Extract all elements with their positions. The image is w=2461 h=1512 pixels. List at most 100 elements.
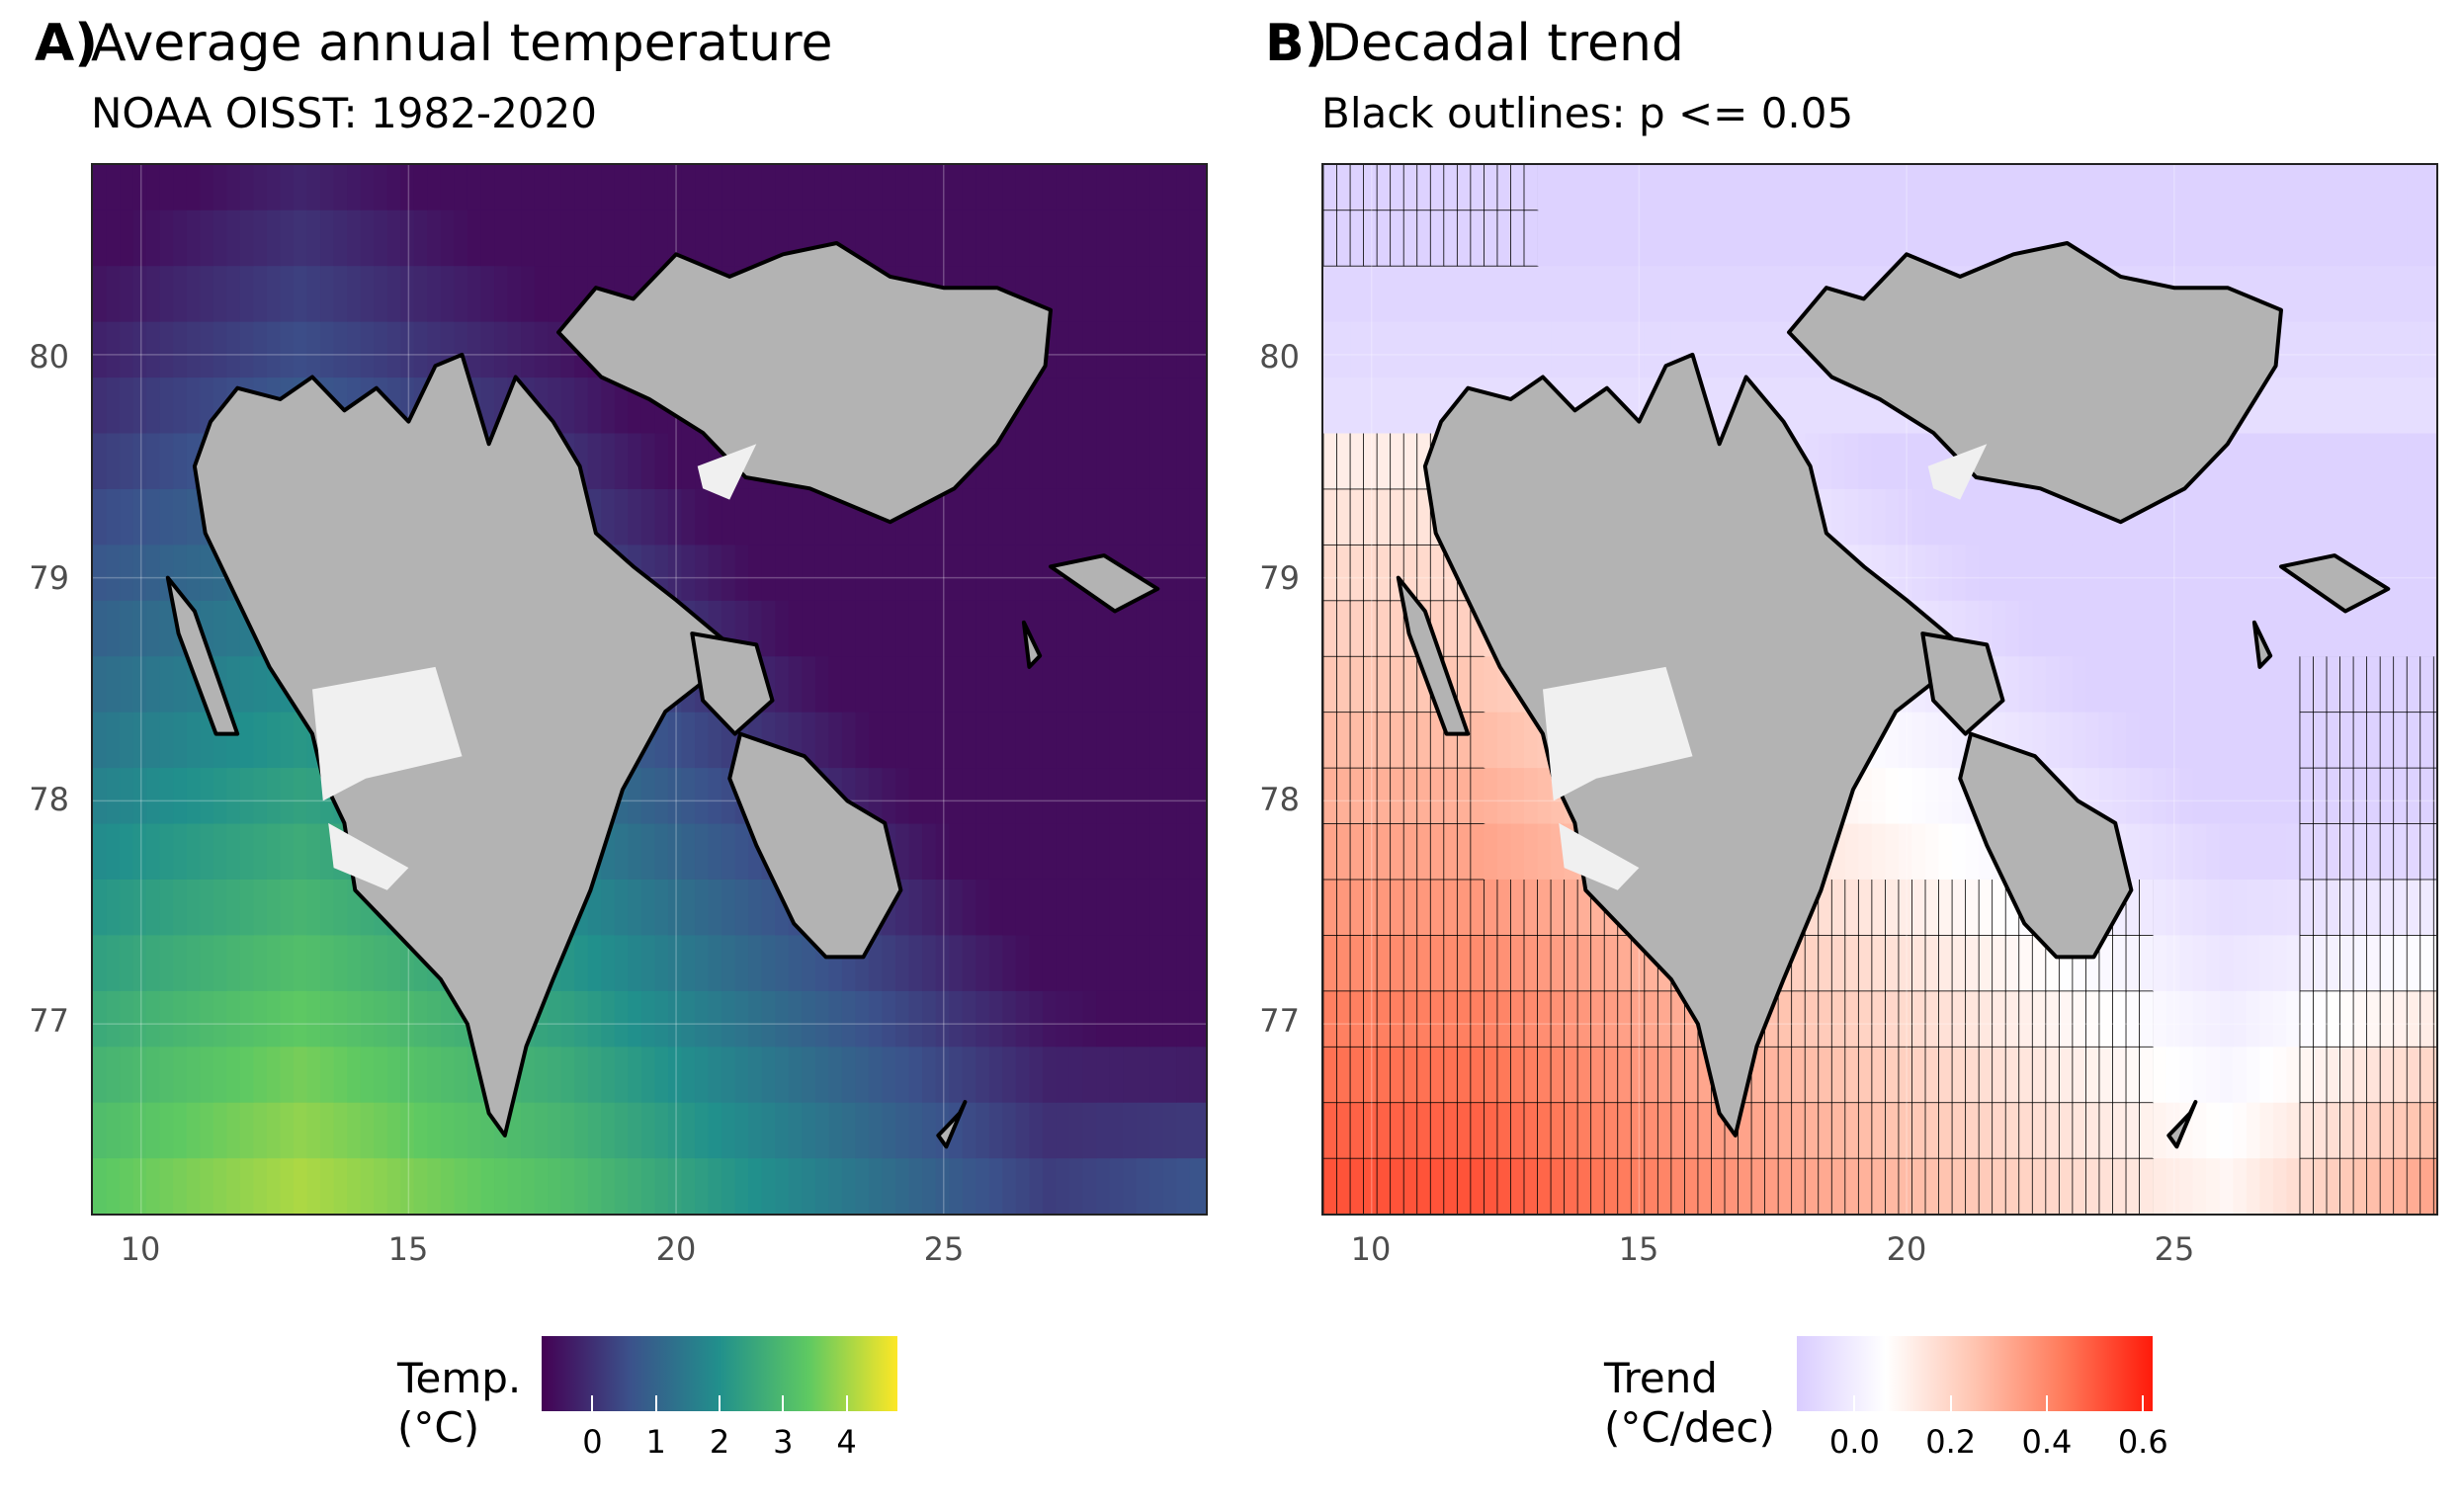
grid-cell <box>1577 210 1592 267</box>
grid-cell <box>1336 544 1352 602</box>
grid-cell <box>106 822 121 880</box>
grid-cell <box>2259 990 2274 1048</box>
grid-cell <box>306 265 321 322</box>
grid-cell <box>266 210 282 267</box>
grid-cell <box>2366 488 2381 546</box>
grid-cell <box>1925 822 1940 880</box>
grid-cell <box>1456 989 1472 1048</box>
grid-cell <box>2272 822 2288 880</box>
grid-cell <box>1162 1157 1177 1214</box>
grid-cell <box>2326 711 2341 769</box>
grid-cell <box>1617 165 1632 210</box>
grid-cell <box>814 488 829 546</box>
grid-cell <box>1510 878 1526 936</box>
grid-cell <box>159 1102 174 1159</box>
grid-cell <box>120 321 134 378</box>
grid-cell <box>654 488 669 546</box>
grid-cell <box>1176 165 1191 210</box>
grid-cell <box>548 1157 562 1214</box>
grid-cell <box>802 712 816 769</box>
grid-cell <box>1042 879 1058 936</box>
grid-cell <box>1470 321 1485 378</box>
grid-cell <box>413 165 428 210</box>
grid-cell <box>1363 711 1379 769</box>
grid-cell <box>654 990 669 1048</box>
grid-cell <box>320 879 335 936</box>
grid-cell <box>2432 1157 2436 1214</box>
grid-cell <box>2339 989 2355 1048</box>
grid-cell <box>186 488 201 546</box>
grid-cell <box>695 1046 710 1103</box>
grid-cell <box>106 321 121 378</box>
grid-cell <box>614 990 629 1048</box>
grid-cell <box>93 1157 108 1214</box>
grid-cell <box>1068 321 1084 378</box>
grid-cell <box>1002 712 1017 769</box>
grid-cell <box>386 321 401 378</box>
grid-cell <box>333 210 348 267</box>
grid-cell <box>494 210 509 267</box>
grid-cell <box>93 377 108 434</box>
grid-cell <box>681 767 696 824</box>
grid-cell <box>2393 600 2408 657</box>
grid-cell <box>1176 1102 1191 1159</box>
grid-cell <box>2112 655 2127 713</box>
grid-cell <box>2366 1157 2382 1214</box>
grid-cell <box>1376 822 1392 881</box>
grid-cell <box>2059 712 2074 769</box>
colorbar-tick <box>845 1395 848 1411</box>
grid-cell <box>1029 879 1044 936</box>
grid-cell <box>2139 767 2154 824</box>
grid-cell <box>2313 655 2329 714</box>
grid-cell <box>1136 712 1150 769</box>
grid-cell <box>467 1157 482 1214</box>
grid-cell <box>908 655 923 713</box>
grid-cell <box>132 1157 147 1214</box>
grid-cell <box>1576 989 1592 1048</box>
grid-cell <box>667 822 683 880</box>
grid-cell <box>734 1157 749 1214</box>
grid-cell <box>1496 1101 1512 1159</box>
grid-cell <box>640 1046 656 1103</box>
grid-cell <box>695 822 710 880</box>
grid-cell <box>1470 711 1485 769</box>
grid-cell <box>908 934 923 991</box>
grid-cell <box>1738 165 1752 210</box>
grid-cell <box>266 990 282 1048</box>
grid-cell <box>1149 165 1164 210</box>
grid-cell <box>106 934 121 991</box>
grid-cell <box>534 210 549 267</box>
grid-cell <box>1015 165 1030 210</box>
grid-cell <box>280 321 295 378</box>
grid-cell <box>748 1157 763 1214</box>
grid-cell <box>2286 432 2301 489</box>
grid-cell <box>186 265 201 322</box>
grid-cell <box>320 990 335 1048</box>
grid-cell <box>988 655 1003 713</box>
grid-cell <box>922 767 937 824</box>
grid-cell <box>2313 1101 2329 1159</box>
grid-cell <box>2206 210 2221 267</box>
grid-cell <box>640 488 656 546</box>
grid-cell <box>1416 1157 1432 1214</box>
grid-cell <box>1951 1046 1967 1104</box>
grid-cell <box>628 1102 642 1159</box>
grid-cell <box>212 822 227 880</box>
grid-cell <box>1056 767 1070 824</box>
grid-cell <box>239 1157 254 1214</box>
grid-cell <box>2407 432 2421 489</box>
grid-cell <box>2393 265 2408 322</box>
grid-cell <box>1644 1101 1659 1159</box>
grid-cell <box>1109 822 1124 880</box>
grid-cell <box>253 767 268 824</box>
grid-cell <box>1203 544 1206 601</box>
grid-cell <box>681 1102 696 1159</box>
grid-cell <box>548 321 562 378</box>
grid-cell <box>306 321 321 378</box>
grid-cell <box>601 432 616 489</box>
grid-cell <box>106 655 121 713</box>
grid-cell <box>628 1046 642 1103</box>
grid-cell <box>1510 165 1526 211</box>
grid-cell <box>1323 544 1338 602</box>
grid-cell <box>120 655 134 713</box>
